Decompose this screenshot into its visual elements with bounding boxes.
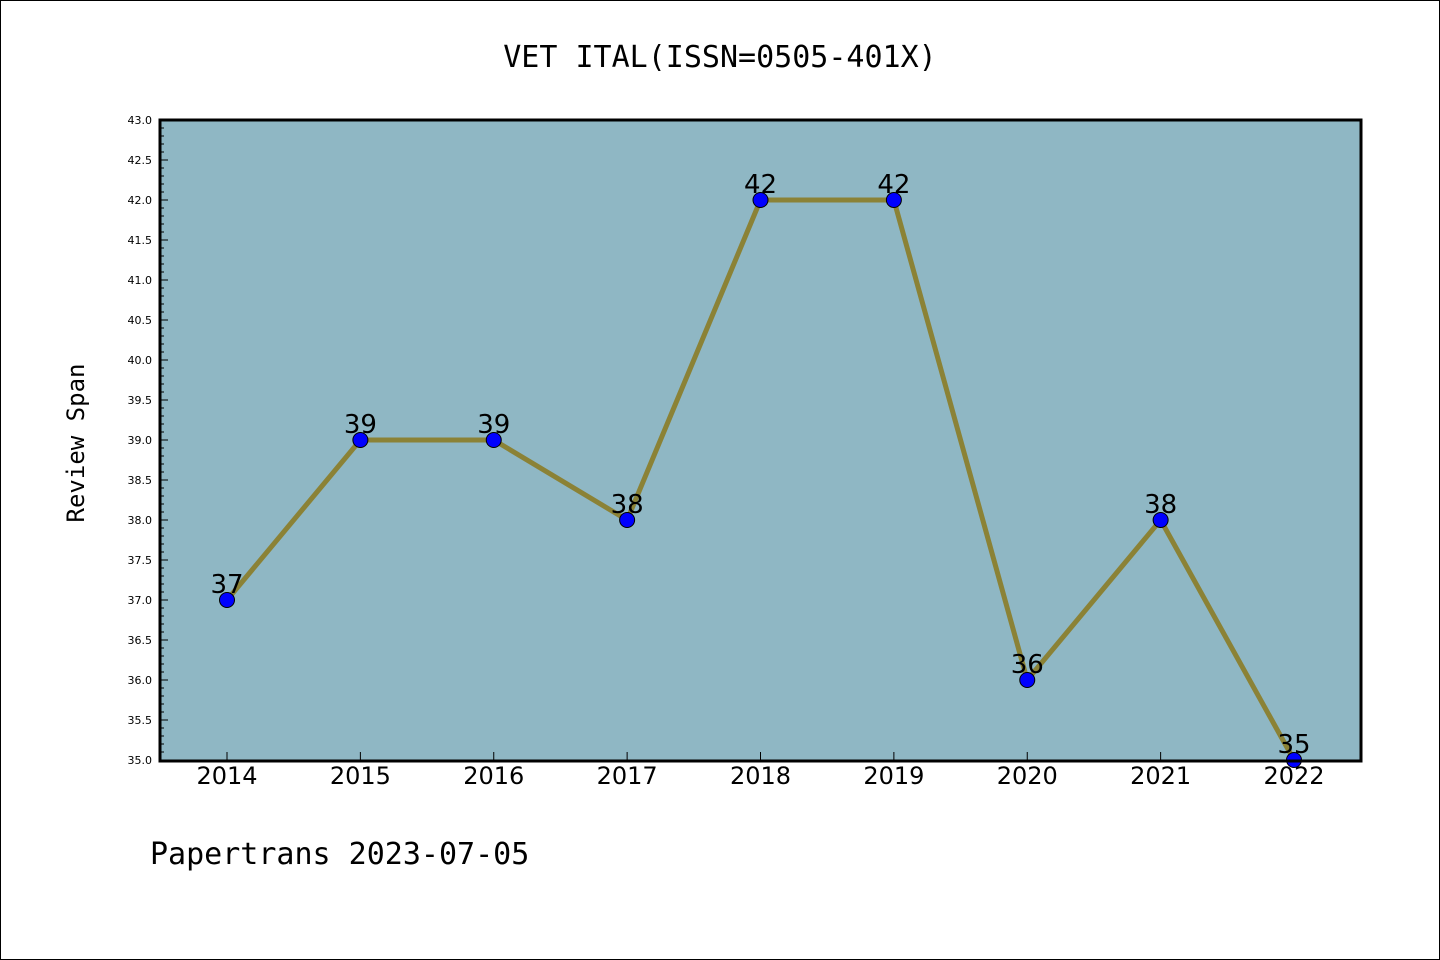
y-tick-label: 36.5 [128,634,153,647]
data-label: 38 [1144,490,1177,520]
x-tick-label: 2020 [997,762,1058,790]
data-point [619,512,636,528]
data-point [485,432,502,448]
y-tick-label: 37.0 [128,594,153,607]
data-label: 42 [877,170,910,200]
x-tick-label: 2017 [597,762,658,790]
y-tick-label: 41.0 [128,274,153,287]
data-label: 35 [1277,730,1310,760]
data-label: 39 [344,410,377,440]
y-tick-label: 41.5 [128,234,153,247]
plot-border [158,118,1363,763]
x-tick-label: 2016 [463,762,524,790]
y-tick-label: 35.5 [128,714,153,727]
y-tick-label: 35.0 [128,754,153,767]
data-point [219,592,235,608]
y-tick-label: 40.0 [128,354,153,367]
data-label: 37 [210,570,243,600]
chart-title: VET ITAL(ISSN=0505-401X) [503,40,936,75]
x-tick-label: 2021 [1130,762,1191,790]
y-tick-label: 42.5 [128,154,153,167]
data-point [1152,512,1169,528]
watermark-text: Papertrans 2023-07-05 [150,837,529,872]
data-label: 42 [744,170,777,200]
y-tick-label: 38.0 [128,514,153,527]
data-point [352,432,369,448]
y-tick-label: 36.0 [128,674,153,687]
x-tick-label: 2019 [863,762,924,790]
y-axis-ticks: 35.0 35.5 36.0 36.5 37.0 37.5 38.0 38.5 39.0 39.5… [128,114,168,767]
y-tick-label: 40.5 [128,314,153,327]
data-point [1019,672,1036,688]
y-tick-label: 37.5 [128,554,153,567]
series-layer: 37 39 39 38 42 42 36 38 35 [210,170,1311,768]
y-tick-label: 42.0 [128,194,153,207]
data-point [752,192,769,208]
x-tick-label: 2015 [330,762,391,790]
data-label: 36 [1011,650,1044,680]
y-tick-label: 39.5 [128,394,153,407]
y-tick-label: 38.5 [128,474,153,487]
x-tick-label: 2018 [730,762,791,790]
y-axis-label: Review Span [62,364,90,523]
data-label: 38 [611,490,644,520]
x-tick-label: 2014 [196,762,257,790]
plot-area [160,120,1361,761]
y-tick-label: 43.0 [128,114,153,127]
data-label: 39 [477,410,510,440]
y-tick-label: 39.0 [128,434,153,447]
data-point [885,192,902,208]
